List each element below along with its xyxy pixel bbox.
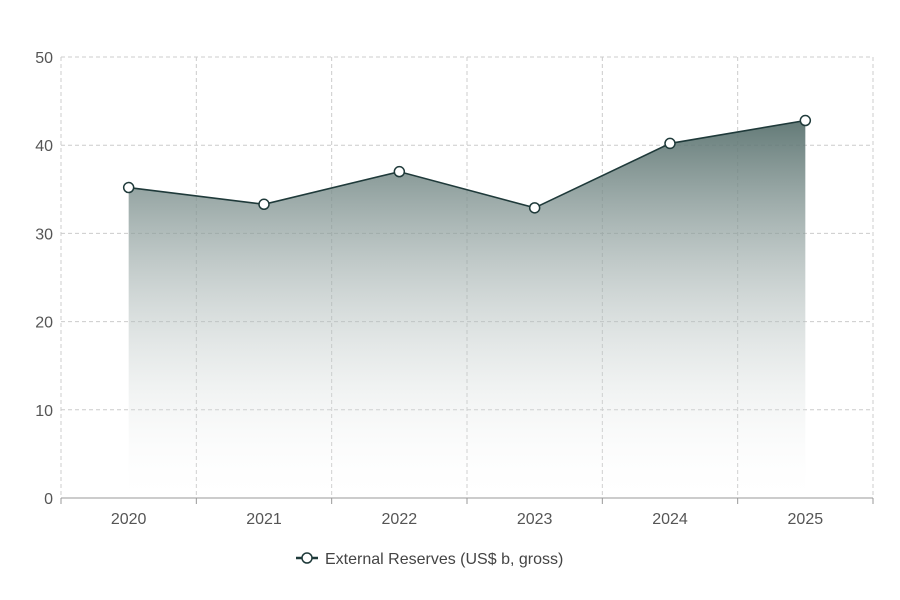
y-tick-label: 10 xyxy=(35,403,53,420)
y-tick-label: 50 xyxy=(35,50,53,67)
y-tick-label: 40 xyxy=(35,138,53,155)
data-point[interactable] xyxy=(122,181,135,194)
markers xyxy=(122,114,812,214)
x-tick-label: 2023 xyxy=(517,511,553,528)
y-tick-label: 0 xyxy=(44,491,53,508)
x-tick-label: 2021 xyxy=(246,511,282,528)
series-line xyxy=(128,119,806,209)
axes: 0 10 20 30 40 50 2020 2021 2022 2023 2024 2025 xyxy=(35,50,874,528)
area-layer xyxy=(128,119,806,498)
x-tick-label: 2022 xyxy=(382,511,418,528)
data-point[interactable] xyxy=(664,137,676,150)
y-tick-label: 20 xyxy=(35,315,53,332)
data-point[interactable] xyxy=(799,114,812,127)
legend-marker-icon xyxy=(301,552,313,564)
legend-label: External Reserves (US$ b, gross) xyxy=(325,551,563,568)
data-point[interactable] xyxy=(528,202,541,214)
data-point[interactable] xyxy=(393,165,406,178)
data-point[interactable] xyxy=(258,198,270,211)
x-tick-label: 2025 xyxy=(788,511,824,528)
legend[interactable]: External Reserves (US$ b, gross) xyxy=(296,551,563,568)
y-tick-label: 30 xyxy=(35,226,53,243)
x-tick-label: 2020 xyxy=(111,511,147,528)
x-tick-label: 2024 xyxy=(652,511,688,528)
series-area xyxy=(128,120,806,498)
